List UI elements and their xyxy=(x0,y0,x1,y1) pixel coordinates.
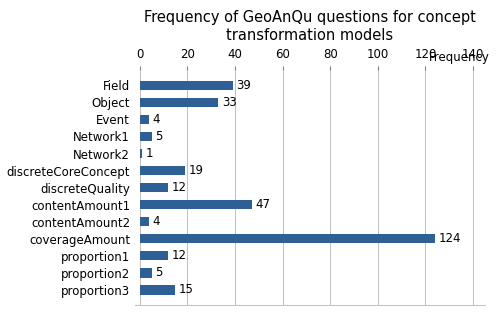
Text: 47: 47 xyxy=(255,198,270,211)
Text: 39: 39 xyxy=(236,79,251,92)
Bar xyxy=(140,166,185,175)
Text: 19: 19 xyxy=(188,164,204,177)
Text: 4: 4 xyxy=(153,113,160,126)
Text: 15: 15 xyxy=(179,283,194,296)
Text: 5: 5 xyxy=(155,130,162,143)
Bar xyxy=(140,183,168,192)
Text: 12: 12 xyxy=(172,249,187,262)
Text: 12: 12 xyxy=(172,181,187,194)
Bar xyxy=(140,132,151,141)
Bar xyxy=(140,285,175,294)
Title: Frequency of GeoAnQu questions for concept
transformation models: Frequency of GeoAnQu questions for conce… xyxy=(144,10,476,43)
Bar xyxy=(140,251,168,260)
Text: Frequency: Frequency xyxy=(429,51,490,64)
Y-axis label: Concept transformation model: Concept transformation model xyxy=(0,97,1,278)
Text: 4: 4 xyxy=(153,215,160,228)
Text: 124: 124 xyxy=(438,232,461,245)
Bar xyxy=(140,81,232,90)
Bar xyxy=(140,149,142,158)
Bar xyxy=(140,200,252,209)
Text: 33: 33 xyxy=(222,96,236,109)
Text: 1: 1 xyxy=(146,147,153,160)
Bar xyxy=(140,234,435,244)
Bar xyxy=(140,98,218,107)
Bar xyxy=(140,217,149,226)
Bar xyxy=(140,268,151,278)
Text: 5: 5 xyxy=(155,266,162,279)
Bar xyxy=(140,115,149,124)
